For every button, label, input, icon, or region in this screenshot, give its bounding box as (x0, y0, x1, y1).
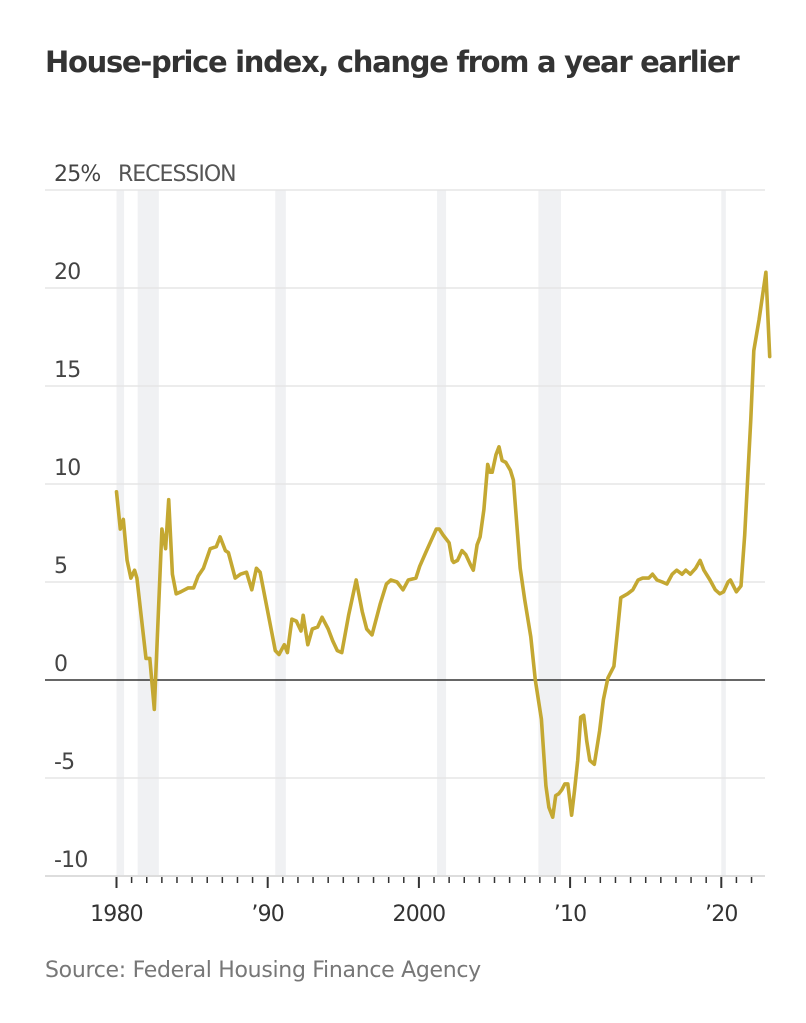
x-tick-label: ’20 (705, 902, 738, 927)
y-tick-label: -5 (54, 750, 74, 775)
y-tick-label: 15 (54, 358, 80, 383)
chart-title: House-price index, change from a year ea… (45, 45, 740, 79)
legend-recession: RECESSION (118, 162, 236, 187)
recession-band (137, 190, 159, 876)
y-tick-label: 25% (54, 162, 101, 187)
x-tick-label: ’10 (554, 902, 587, 927)
y-tick-label: 10 (54, 456, 80, 481)
y-axis-labels: 25% 20 15 10 5 0 -5 -10 (54, 162, 101, 873)
y-tick-label: -10 (54, 848, 88, 873)
x-tick-label: 1980 (90, 902, 143, 927)
recession-band (721, 190, 726, 876)
series-line-house-price-index (114, 270, 772, 819)
y-tick-label: 5 (54, 554, 67, 579)
recession-bands (116, 190, 726, 876)
source-note: Source: Federal Housing Finance Agency (45, 958, 481, 983)
recession-band (116, 190, 125, 876)
x-axis-labels: 1980 ’90 2000 ’10 ’20 (90, 902, 738, 927)
recession-band (275, 190, 286, 876)
x-tick-label: ’90 (251, 902, 284, 927)
x-axis-ticks (115, 877, 753, 888)
y-tick-label: 20 (54, 260, 80, 285)
y-tick-label: 0 (54, 652, 67, 677)
recession-band (538, 190, 562, 876)
gridlines (45, 189, 765, 779)
x-tick-label: 2000 (393, 902, 446, 927)
